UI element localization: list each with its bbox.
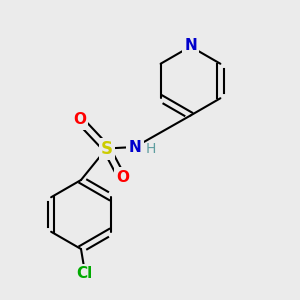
Text: H: H [146, 142, 156, 156]
Text: N: N [129, 140, 141, 154]
Text: Cl: Cl [76, 266, 92, 281]
Text: O: O [73, 112, 86, 128]
Text: S: S [100, 140, 112, 158]
Text: O: O [116, 169, 130, 184]
Text: N: N [184, 38, 197, 52]
